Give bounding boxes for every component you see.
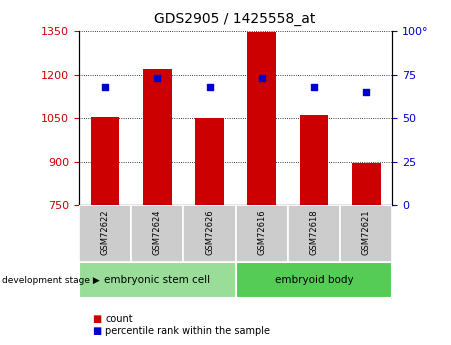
Text: GSM72622: GSM72622 bbox=[101, 210, 110, 255]
Bar bbox=[235, 205, 288, 262]
Text: GSM72624: GSM72624 bbox=[153, 210, 162, 255]
Text: count: count bbox=[105, 314, 133, 324]
Bar bbox=[143, 69, 172, 205]
Text: development stage ▶: development stage ▶ bbox=[2, 276, 100, 285]
Text: percentile rank within the sample: percentile rank within the sample bbox=[105, 326, 270, 336]
Bar bbox=[299, 115, 328, 205]
Point bbox=[206, 84, 213, 90]
Bar bbox=[340, 205, 392, 262]
Bar bbox=[195, 118, 224, 205]
Bar bbox=[352, 163, 381, 205]
Text: GSM72616: GSM72616 bbox=[257, 210, 266, 255]
Text: GDS2905 / 1425558_at: GDS2905 / 1425558_at bbox=[154, 12, 315, 26]
Bar bbox=[248, 32, 276, 205]
Bar bbox=[288, 205, 340, 262]
Bar bbox=[184, 205, 235, 262]
Text: GSM72621: GSM72621 bbox=[362, 210, 371, 255]
Text: ■: ■ bbox=[92, 314, 102, 324]
Text: GSM72618: GSM72618 bbox=[309, 210, 318, 255]
Text: GSM72626: GSM72626 bbox=[205, 210, 214, 255]
Point bbox=[258, 75, 265, 81]
Text: embryoid body: embryoid body bbox=[275, 275, 353, 285]
Point bbox=[101, 84, 109, 90]
Bar bbox=[91, 117, 120, 205]
Bar bbox=[235, 262, 392, 298]
Bar bbox=[79, 205, 131, 262]
Point bbox=[310, 84, 318, 90]
Point bbox=[154, 75, 161, 81]
Bar bbox=[131, 205, 184, 262]
Bar bbox=[79, 262, 235, 298]
Text: ■: ■ bbox=[92, 326, 102, 336]
Text: embryonic stem cell: embryonic stem cell bbox=[104, 275, 210, 285]
Point bbox=[363, 89, 370, 95]
